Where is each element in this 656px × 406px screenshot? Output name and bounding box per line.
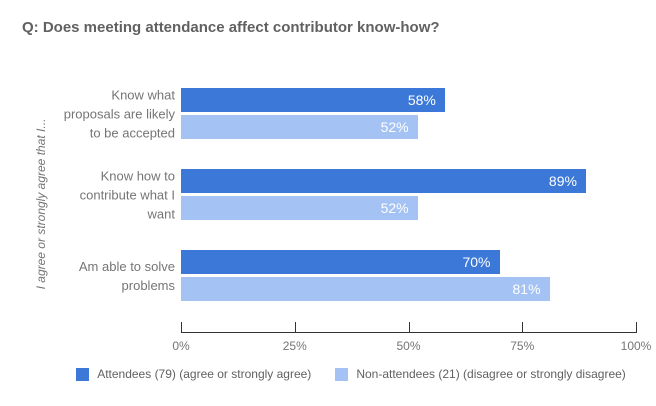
bar-attendees: 58%	[181, 88, 445, 112]
bar-non-attendees: 52%	[181, 196, 418, 220]
legend-label-attendees: Attendees (79) (agree or strongly agree)	[97, 367, 312, 381]
x-axis-tick	[636, 322, 637, 332]
y-axis-title: I agree or strongly agree that I...	[34, 118, 48, 290]
x-axis-tick	[294, 322, 296, 332]
legend-label-non-attendees: Non-attendees (21) (disagree or strongly…	[356, 367, 626, 381]
bar-non-attendees: 81%	[181, 277, 550, 301]
category-label: Am able to solve problems	[78, 258, 175, 293]
legend-swatch-attendees-icon	[76, 367, 90, 381]
bar-attendees: 70%	[181, 250, 500, 274]
legend-swatch-non-attendees-icon	[335, 367, 349, 381]
bar-value-label: 58%	[407, 92, 436, 108]
bar-value-label: 70%	[462, 254, 491, 270]
x-axis-tick	[522, 322, 524, 332]
bar-non-attendees: 52%	[181, 115, 418, 139]
bar-value-label: 81%	[512, 281, 541, 297]
x-axis-tick-label: 75%	[510, 339, 535, 353]
category-label: Know what proposals are likely to be acc…	[63, 87, 175, 140]
bar-value-label: 52%	[380, 200, 409, 216]
x-axis-tick-label: 50%	[396, 339, 421, 353]
x-axis-tick	[181, 322, 182, 332]
x-axis-tick	[408, 322, 410, 332]
bar-attendees: 89%	[181, 169, 586, 193]
legend-item-attendees: Attendees (79) (agree or strongly agree)	[76, 367, 311, 381]
chart-title: Q: Does meeting attendance affect contri…	[22, 19, 440, 36]
x-axis-tick-label: 25%	[282, 339, 307, 353]
x-axis-tick-label: 100%	[620, 339, 652, 353]
chart-legend: Attendees (79) (agree or strongly agree)…	[0, 367, 656, 381]
bar-value-label: 89%	[548, 173, 577, 189]
legend-item-non-attendees: Non-attendees (21) (disagree or strongly…	[335, 367, 626, 381]
bar-value-label: 52%	[380, 119, 409, 135]
x-axis-line	[181, 332, 637, 333]
x-axis-tick-label: 0%	[172, 339, 190, 353]
category-label: Know how to contribute what I want	[79, 168, 175, 221]
